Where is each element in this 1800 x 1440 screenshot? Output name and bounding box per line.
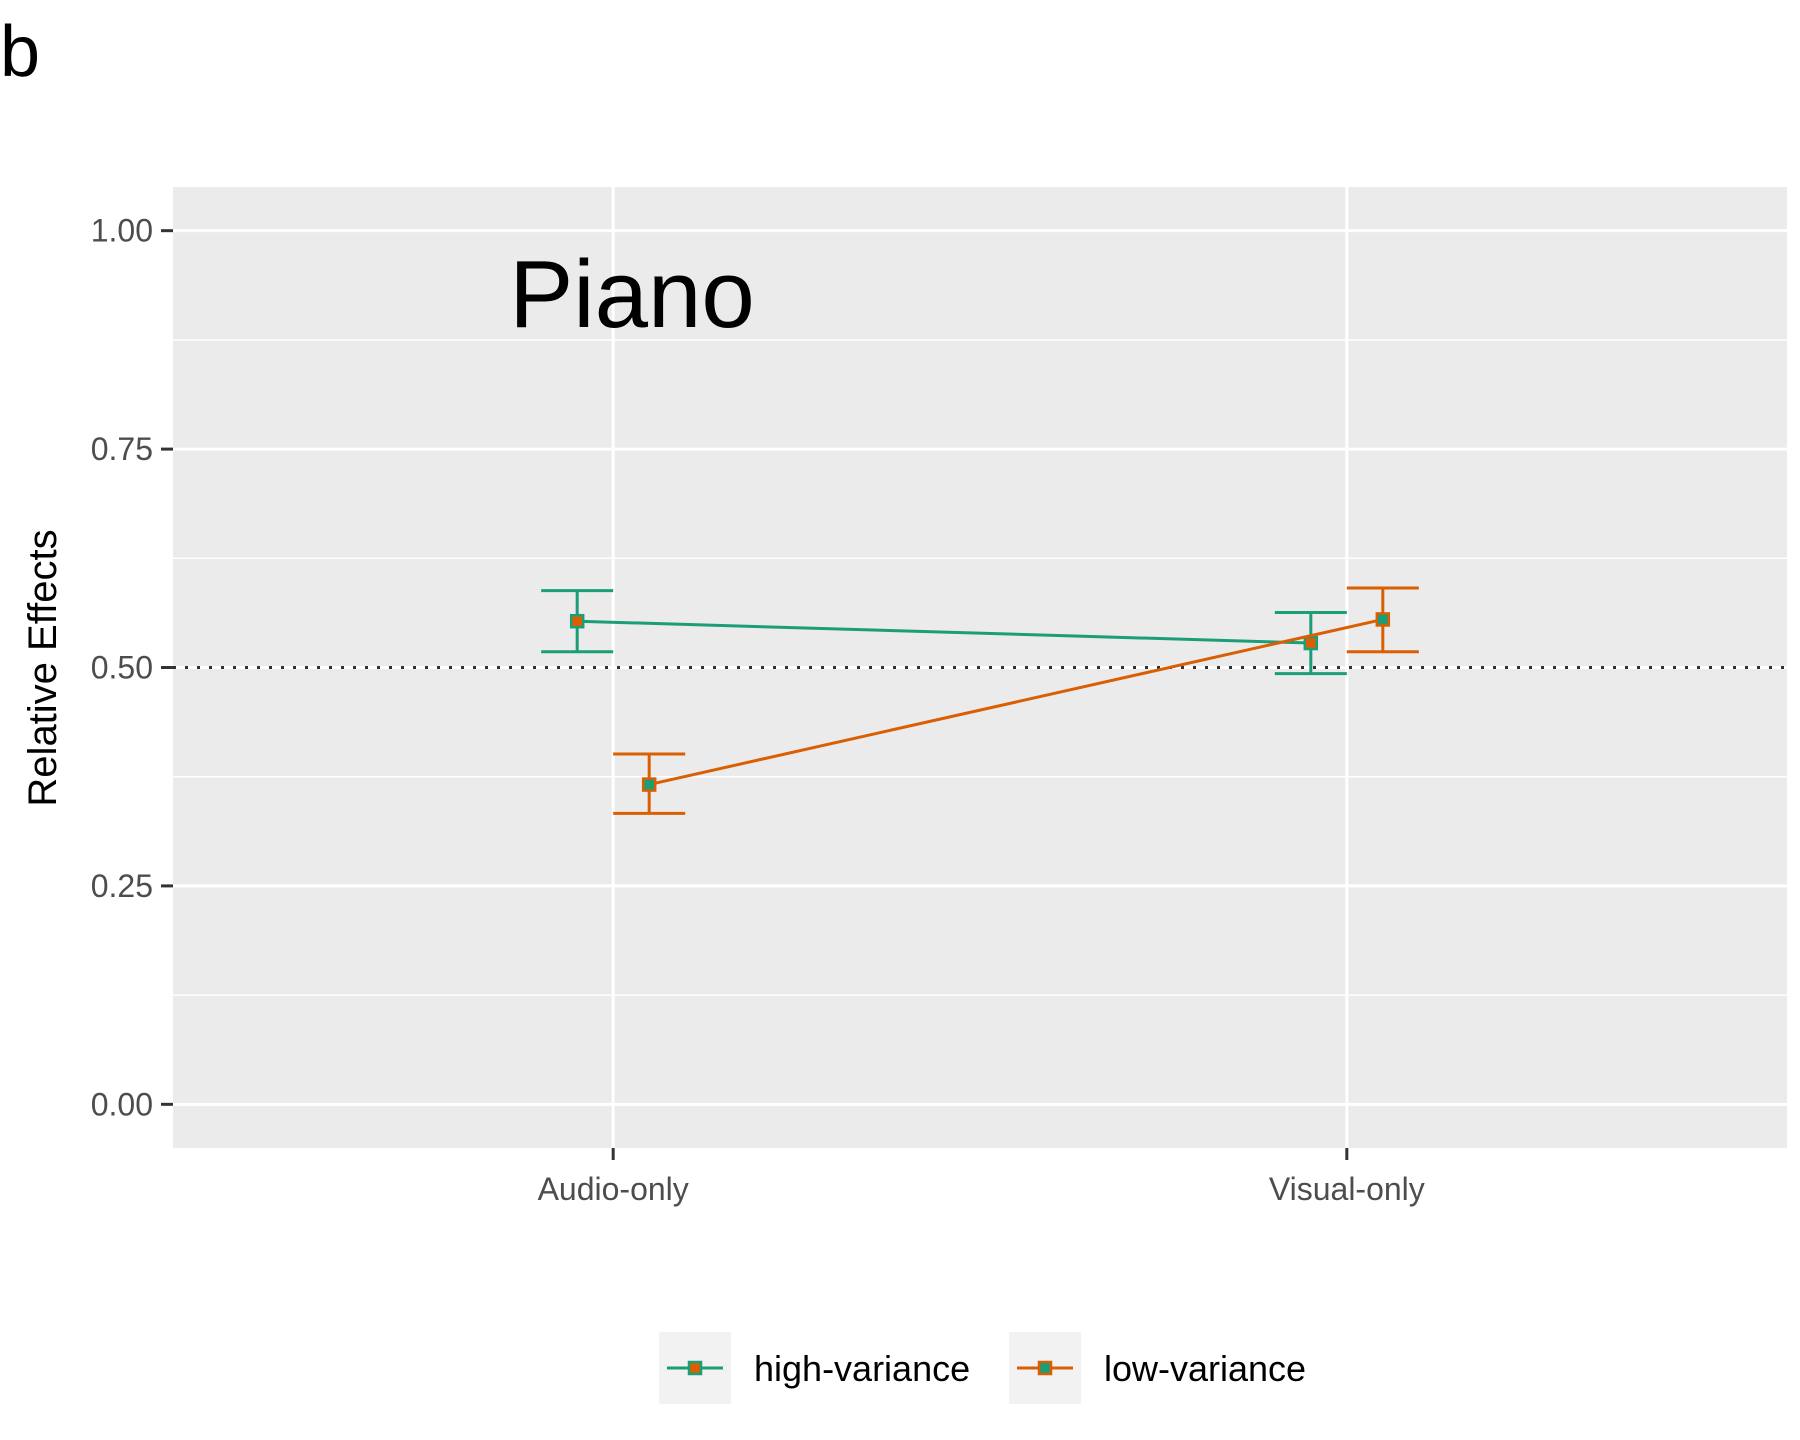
legend: high-variance low-variance — [659, 1332, 1306, 1404]
x-axis: Audio-only Visual-only — [538, 1148, 1425, 1207]
y-tick-label: 0.25 — [91, 868, 153, 904]
x-tick-label: Visual-only — [1269, 1171, 1425, 1207]
series-line — [577, 619, 1311, 645]
series-group — [541, 586, 1419, 815]
data-point — [641, 777, 657, 792]
y-axis: 0.00 0.25 0.50 0.75 1.00 — [91, 213, 173, 1122]
legend-key-marker — [1037, 1360, 1053, 1376]
legend-item-high-variance: high-variance — [659, 1332, 970, 1404]
data-point — [569, 613, 585, 629]
data-point — [1303, 635, 1319, 651]
legend-item-low-variance: low-variance — [1009, 1332, 1306, 1404]
series-low-variance — [613, 586, 1419, 815]
x-tick-label: Audio-only — [538, 1171, 689, 1207]
series-high-variance — [541, 589, 1347, 676]
y-tick-label: 0.00 — [91, 1086, 153, 1122]
panel-label: b — [0, 12, 40, 92]
data-point — [1375, 612, 1391, 627]
legend-label: high-variance — [754, 1348, 970, 1389]
y-axis-title: Relative Effects — [21, 529, 65, 806]
y-tick-label: 0.75 — [91, 431, 153, 467]
legend-label: low-variance — [1104, 1348, 1306, 1389]
y-tick-label: 1.00 — [91, 213, 153, 249]
chart-annotation: Piano — [509, 241, 755, 348]
y-tick-label: 0.50 — [91, 650, 153, 686]
series-line — [648, 617, 1384, 787]
legend-key-marker — [687, 1360, 703, 1376]
